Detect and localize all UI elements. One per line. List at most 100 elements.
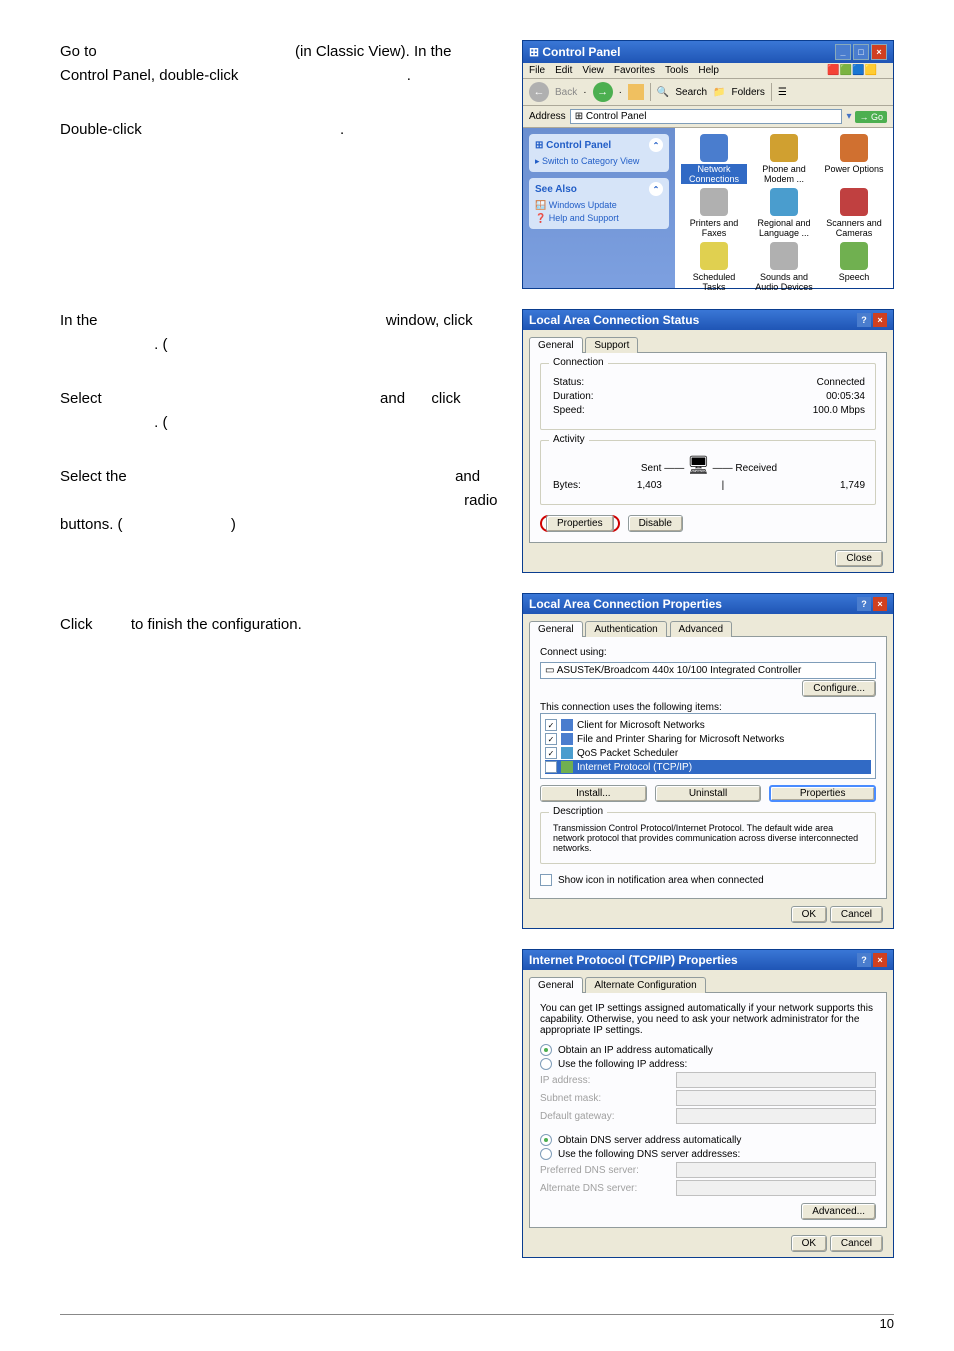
chevron-icon[interactable]: ⌃ [649, 138, 663, 152]
ip-label: IP address: [540, 1075, 670, 1086]
maximize-button[interactable]: □ [853, 44, 869, 60]
close-button[interactable]: × [873, 953, 887, 967]
icon-sounds[interactable]: Sounds and Audio Devices [751, 242, 817, 292]
item-tcpip[interactable]: ✓Internet Protocol (TCP/IP) [545, 760, 871, 774]
help-button[interactable]: ? [857, 313, 871, 327]
lacp-titlebar: Local Area Connection Properties ? × [523, 594, 893, 614]
folders-icon[interactable]: 📁 [713, 87, 725, 98]
page-number: 10 [880, 1316, 894, 1331]
gateway-label: Default gateway: [540, 1111, 670, 1122]
tab-support[interactable]: Support [585, 337, 638, 353]
client-icon [561, 719, 573, 731]
address-field[interactable]: ⊞ Control Panel [570, 109, 843, 124]
views-button[interactable]: ☰ [778, 87, 787, 98]
received-label: Received [735, 463, 777, 474]
advanced-button[interactable]: Advanced... [801, 1203, 876, 1220]
adns-label: Alternate DNS server: [540, 1183, 670, 1194]
minimize-button[interactable]: _ [835, 44, 851, 60]
help-support-link[interactable]: ❓ Help and Support [535, 212, 663, 225]
cp-menubar[interactable]: FileEditViewFavoritesToolsHelp 🟥🟩🟦🟨 [523, 63, 893, 79]
install-button[interactable]: Install... [540, 785, 647, 802]
lac-properties-dialog: Local Area Connection Properties ? × Gen… [522, 593, 894, 929]
radio-manual-ip[interactable]: Use the following IP address: [540, 1058, 876, 1070]
go-button[interactable]: → Go [855, 111, 887, 123]
radio-auto-dns[interactable]: Obtain DNS server address automatically [540, 1134, 876, 1146]
tcpip-properties-dialog: Internet Protocol (TCP/IP) Properties ? … [522, 949, 894, 1258]
instruction-5: Select the and radio buttons. ( ) [60, 465, 502, 537]
mask-field [676, 1090, 876, 1106]
ok-button[interactable]: OK [791, 1235, 827, 1252]
configure-button[interactable]: Configure... [802, 680, 876, 697]
group-connection: Connection Status:Connected Duration:00:… [540, 363, 876, 430]
chevron-icon[interactable]: ⌃ [649, 182, 663, 196]
tab-general[interactable]: General [529, 621, 583, 637]
instruction-1: Go to (in Classic View). In the Control … [60, 40, 502, 88]
icon-network-connections[interactable]: Network Connections [681, 134, 747, 184]
control-panel-window: ⊞ Control Panel _ □ × FileEditViewFavori… [522, 40, 894, 289]
tab-alternate[interactable]: Alternate Configuration [585, 977, 705, 993]
tab-authentication[interactable]: Authentication [585, 621, 666, 637]
properties-button[interactable]: Properties [546, 515, 614, 532]
tab-general[interactable]: General [529, 977, 583, 993]
disable-button[interactable]: Disable [628, 515, 683, 532]
icon-speech[interactable]: Speech [821, 242, 887, 292]
ip-field [676, 1072, 876, 1088]
icon-regional[interactable]: Regional and Language ... [751, 188, 817, 238]
radio-auto-ip[interactable]: Obtain an IP address automatically [540, 1044, 876, 1056]
sidebar-see-also: See Also⌃ 🪟 Windows Update ❓ Help and Su… [529, 178, 669, 229]
group-activity: Activity Sent —— 🖥 —— Received Bytes:1,4… [540, 440, 876, 505]
icon-scheduled-tasks[interactable]: Scheduled Tasks [681, 242, 747, 292]
gateway-field [676, 1108, 876, 1124]
radio-manual-dns[interactable]: Use the following DNS server addresses: [540, 1148, 876, 1160]
item-qos[interactable]: ✓QoS Packet Scheduler [545, 746, 871, 760]
adapter-field: ▭ ASUSTeK/Broadcom 440x 10/100 Integrate… [540, 662, 876, 679]
icon-printers[interactable]: Printers and Faxes [681, 188, 747, 238]
power-icon [840, 134, 868, 162]
ok-button[interactable]: OK [791, 906, 827, 923]
close-button[interactable]: × [873, 597, 887, 611]
activity-icon: 🖥 [687, 455, 710, 475]
item-client[interactable]: ✓Client for Microsoft Networks [545, 718, 871, 732]
instruction-2: Double-click . [60, 118, 502, 142]
show-icon-checkbox[interactable] [540, 874, 552, 886]
cancel-button[interactable]: Cancel [830, 906, 883, 923]
fps-icon [561, 733, 573, 745]
instruction-6: Click to finish the configuration. [60, 613, 502, 637]
icon-phone-modem[interactable]: Phone and Modem ... [751, 134, 817, 184]
address-dropdown[interactable]: ▾ [846, 111, 851, 122]
show-icon-row[interactable]: Show icon in notification area when conn… [540, 874, 876, 886]
help-button[interactable]: ? [857, 953, 871, 967]
switch-view-link[interactable]: ▸ Switch to Category View [535, 155, 663, 168]
icon-scanners[interactable]: Scanners and Cameras [821, 188, 887, 238]
cancel-button[interactable]: Cancel [830, 1235, 883, 1252]
up-button[interactable] [628, 84, 644, 100]
uninstall-button[interactable]: Uninstall [655, 785, 762, 802]
properties-button[interactable]: Properties [769, 785, 876, 802]
tab-general[interactable]: General [529, 337, 583, 353]
pdns-label: Preferred DNS server: [540, 1165, 670, 1176]
close-button[interactable]: Close [835, 550, 883, 567]
close-button[interactable]: × [871, 44, 887, 60]
close-button[interactable]: × [873, 313, 887, 327]
scanners-icon [840, 188, 868, 216]
lacs-titlebar: Local Area Connection Status ? × [523, 310, 893, 330]
icon-power-options[interactable]: Power Options [821, 134, 887, 184]
regional-icon [770, 188, 798, 216]
help-button[interactable]: ? [857, 597, 871, 611]
instruction-3: In the window, click . ( [60, 309, 502, 357]
tab-advanced[interactable]: Advanced [670, 621, 732, 637]
item-file-printer[interactable]: ✓File and Printer Sharing for Microsoft … [545, 732, 871, 746]
qos-icon [561, 747, 573, 759]
forward-button[interactable]: → [593, 82, 613, 102]
back-button[interactable]: ← [529, 82, 549, 102]
instruction-4: Select and click . ( [60, 387, 502, 435]
connect-using-label: Connect using: [540, 647, 876, 658]
windows-update-link[interactable]: 🪟 Windows Update [535, 199, 663, 212]
cp-sidebar: ⊞ Control Panel⌃ ▸ Switch to Category Vi… [523, 128, 675, 288]
search-label: Search [675, 87, 707, 98]
back-label: Back [555, 87, 577, 98]
tcpip-titlebar: Internet Protocol (TCP/IP) Properties ? … [523, 950, 893, 970]
printers-icon [700, 188, 728, 216]
search-icon[interactable]: 🔍 [657, 87, 669, 98]
items-listbox[interactable]: ✓Client for Microsoft Networks ✓File and… [540, 713, 876, 779]
